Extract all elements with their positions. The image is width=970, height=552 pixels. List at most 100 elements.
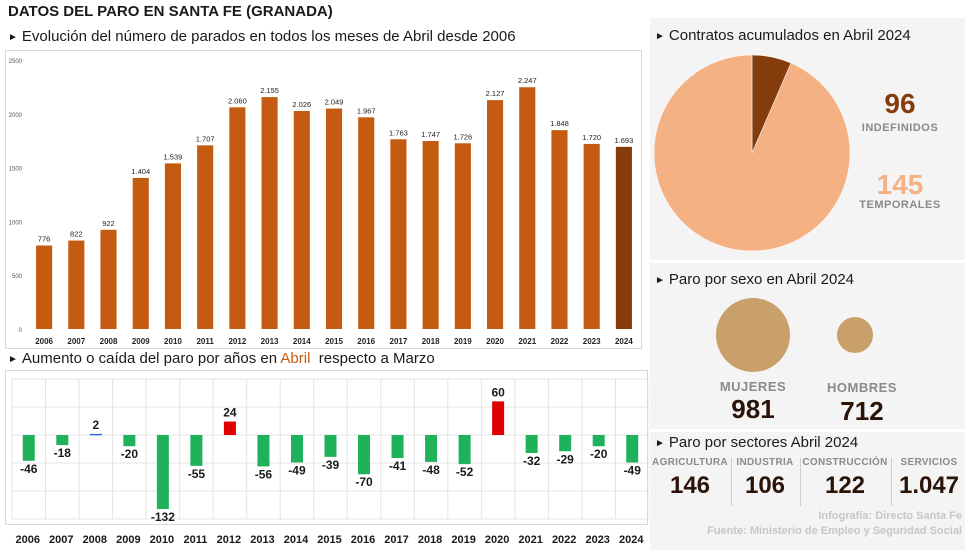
bar bbox=[68, 240, 85, 329]
x-tick-label: 2016 bbox=[351, 534, 375, 546]
bar bbox=[615, 146, 632, 329]
x-tick-label: 2017 bbox=[384, 534, 408, 546]
x-tick-label: 2019 bbox=[454, 337, 472, 346]
x-tick-label: 2006 bbox=[35, 337, 53, 346]
x-tick-label: 2018 bbox=[418, 534, 442, 546]
y-tick-label: 0 bbox=[19, 328, 23, 334]
caret-right-icon: ► bbox=[655, 275, 665, 286]
bar bbox=[132, 177, 149, 329]
bar-value-label: 1.848 bbox=[550, 119, 569, 128]
change-bar bbox=[525, 435, 538, 453]
x-tick-label: 2011 bbox=[196, 337, 214, 346]
change-value-label: -132 bbox=[151, 510, 175, 524]
bar-value-label: 2.060 bbox=[228, 96, 247, 105]
bar-value-label: 1.539 bbox=[164, 152, 183, 161]
change-chart-frame: -46 -18 2 -20 -132 -55 24 -56 -49 -39 -70 -41 -48 -52… bbox=[5, 370, 650, 525]
x-tick-label: 2008 bbox=[83, 534, 107, 546]
change-bar bbox=[324, 435, 337, 457]
y-tick-label: 2500 bbox=[9, 59, 23, 65]
x-tick-label: 2022 bbox=[552, 534, 576, 546]
y-tick-label: 1500 bbox=[9, 167, 23, 173]
change-value-label: -29 bbox=[557, 452, 575, 466]
change-bar bbox=[559, 435, 572, 452]
x-tick-label: 2015 bbox=[325, 337, 343, 346]
x-tick-label: 2023 bbox=[585, 534, 609, 546]
pie-slice bbox=[654, 55, 851, 252]
change-value-label: -52 bbox=[456, 465, 474, 479]
hombres-circle bbox=[837, 317, 873, 353]
change-value-label: -55 bbox=[188, 467, 206, 481]
x-tick-label: 2023 bbox=[583, 337, 601, 346]
mujeres-value: 981 bbox=[731, 394, 775, 424]
credit-source: Fuente: Ministerio de Empleo y Seguridad… bbox=[707, 525, 962, 537]
bar-value-label: 1.404 bbox=[131, 167, 150, 176]
sex-title-text: Paro por sexo en Abril 2024 bbox=[668, 271, 855, 288]
bar-value-label: 1.726 bbox=[453, 132, 472, 141]
sectors-section-title: ► Paro por sectores Abril 2024 bbox=[655, 434, 858, 451]
caret-right-icon: ► bbox=[655, 438, 665, 449]
change-bar bbox=[257, 435, 270, 467]
change-year-labels: 2006 2007 2008 2009 2010 2011 2012 2013 2014 2015… bbox=[16, 534, 645, 546]
sector-label: CONSTRUCCIÓN bbox=[802, 457, 888, 468]
bar-value-label: 1.693 bbox=[615, 136, 634, 145]
credit-infografia: Infografía: Directo Santa Fe bbox=[818, 510, 962, 522]
bar-value-label: 2.127 bbox=[486, 89, 505, 98]
bar bbox=[164, 163, 181, 329]
sector-value: 122 bbox=[824, 472, 866, 499]
bar bbox=[454, 143, 471, 329]
x-tick-label: 2007 bbox=[49, 534, 73, 546]
sex-panel bbox=[650, 263, 965, 429]
bar bbox=[390, 139, 407, 329]
bar-value-label: 1.967 bbox=[357, 106, 376, 115]
bar-value-label: 2.155 bbox=[260, 86, 279, 95]
bar-value-label: 1.720 bbox=[582, 133, 601, 142]
hombres-label: HOMBRES bbox=[827, 380, 897, 395]
x-tick-label: 2007 bbox=[67, 337, 85, 346]
bar bbox=[197, 145, 214, 329]
x-tick-label: 2021 bbox=[518, 534, 542, 546]
change-value-label: -49 bbox=[288, 463, 306, 477]
change-value-label: -41 bbox=[389, 459, 407, 473]
bar bbox=[519, 87, 536, 329]
caret-right-icon: ► bbox=[655, 31, 665, 42]
bar-value-label: 776 bbox=[38, 235, 51, 244]
contracts-title-text: Contratos acumulados en Abril 2024 bbox=[668, 27, 911, 44]
change-value-label: -56 bbox=[255, 467, 273, 481]
change-value-label: -32 bbox=[523, 454, 541, 468]
x-tick-label: 2018 bbox=[422, 337, 440, 346]
change-bar bbox=[89, 433, 102, 436]
x-tick-label: 2019 bbox=[451, 534, 475, 546]
caret-right-icon: ► bbox=[8, 354, 18, 365]
x-tick-label: 2010 bbox=[150, 534, 174, 546]
x-tick-label: 2020 bbox=[486, 337, 504, 346]
bar bbox=[358, 117, 375, 329]
bar bbox=[100, 229, 117, 329]
x-tick-label: 2024 bbox=[615, 337, 633, 346]
change-bar bbox=[626, 435, 639, 463]
x-tick-label: 2012 bbox=[217, 534, 241, 546]
x-tick-label: 2015 bbox=[317, 534, 341, 546]
sector-label: INDUSTRIA bbox=[736, 457, 794, 468]
sex-circles bbox=[716, 298, 873, 372]
sector-industria: INDUSTRIA 106 bbox=[733, 457, 797, 500]
x-tick-label: 2024 bbox=[619, 534, 644, 546]
mujeres-label: MUJERES bbox=[719, 379, 787, 394]
bar bbox=[261, 97, 278, 329]
change-value-label: 24 bbox=[223, 406, 237, 420]
bar bbox=[551, 130, 568, 329]
x-tick-label: 2009 bbox=[116, 534, 140, 546]
y-tick-label: 1000 bbox=[9, 220, 23, 226]
bar-value-label: 922 bbox=[102, 219, 115, 228]
change-bar bbox=[592, 435, 605, 447]
x-tick-label: 2011 bbox=[183, 534, 207, 546]
sector-value: 1.047 bbox=[898, 472, 960, 499]
change-bar bbox=[190, 435, 203, 466]
change-bar bbox=[358, 435, 371, 475]
sector-label: SERVICIOS bbox=[900, 457, 958, 468]
change-bar bbox=[56, 435, 69, 446]
y-tick-label: 2000 bbox=[9, 113, 23, 119]
change-section-title: ► Aumento o caída del paro por años en Ab… bbox=[8, 350, 435, 367]
bar bbox=[293, 111, 310, 329]
change-bar bbox=[123, 435, 136, 447]
bar bbox=[487, 100, 504, 329]
